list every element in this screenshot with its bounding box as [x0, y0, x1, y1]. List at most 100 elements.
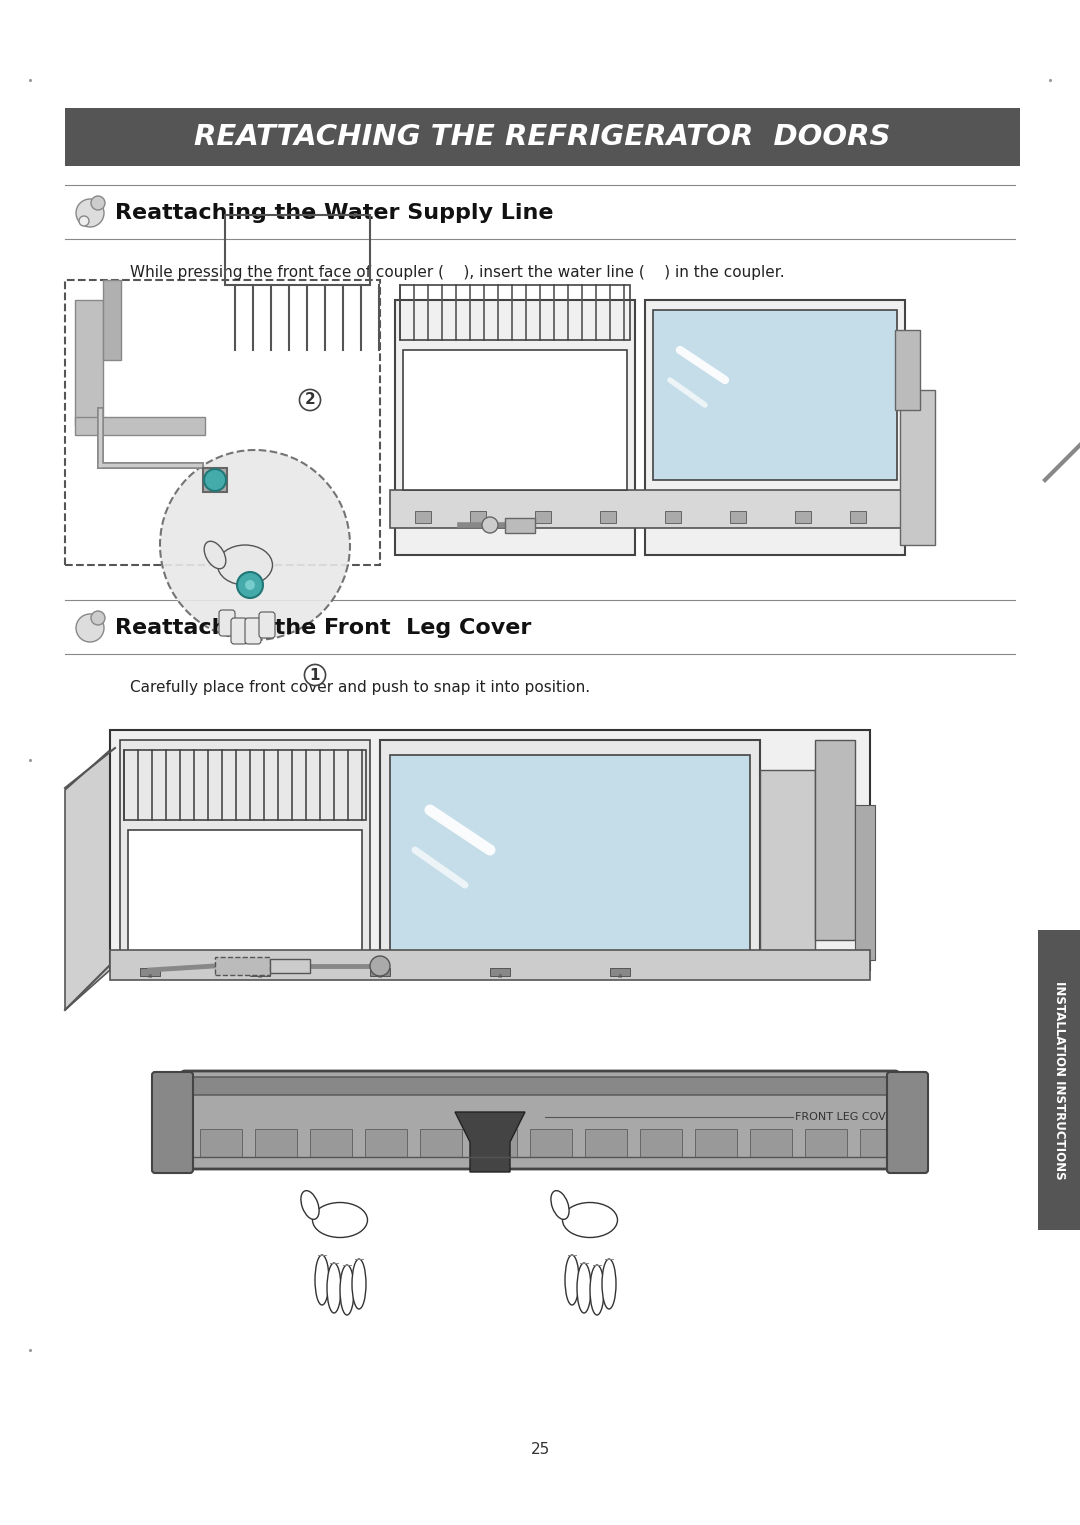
Text: a: a: [378, 973, 382, 979]
Bar: [310, 1128, 352, 1157]
Text: INSTALLATION INSTRUCTIONS: INSTALLATION INSTRUCTIONS: [1053, 981, 1066, 1179]
Bar: [470, 511, 486, 523]
Polygon shape: [455, 1112, 525, 1173]
FancyBboxPatch shape: [181, 1071, 899, 1170]
Text: a: a: [618, 973, 622, 979]
Ellipse shape: [551, 1191, 569, 1220]
Bar: [65, 281, 380, 564]
Text: While pressing the front face of coupler (    ), insert the water line (    ) in: While pressing the front face of coupler…: [130, 265, 785, 281]
Ellipse shape: [312, 1203, 367, 1237]
Bar: [730, 511, 746, 523]
Bar: [610, 968, 630, 976]
Bar: [120, 740, 370, 961]
Text: Carefully place front cover and push to snap it into position.: Carefully place front cover and push to …: [130, 680, 590, 695]
Ellipse shape: [327, 1263, 341, 1313]
Polygon shape: [65, 750, 110, 1010]
Bar: [645, 300, 905, 555]
Text: REATTACHING THE REFRIGERATOR  DOORS: REATTACHING THE REFRIGERATOR DOORS: [194, 124, 891, 151]
FancyBboxPatch shape: [887, 1072, 928, 1173]
Bar: [600, 511, 616, 523]
Text: 25: 25: [530, 1443, 550, 1458]
Circle shape: [160, 450, 350, 640]
Bar: [249, 968, 270, 976]
Bar: [750, 1128, 792, 1157]
Circle shape: [76, 615, 104, 642]
Circle shape: [482, 517, 498, 534]
Bar: [585, 1128, 627, 1157]
Ellipse shape: [217, 544, 272, 586]
Bar: [215, 958, 270, 974]
Bar: [395, 300, 635, 555]
Circle shape: [245, 580, 255, 590]
Bar: [530, 1128, 572, 1157]
Bar: [855, 805, 875, 961]
Bar: [895, 329, 920, 410]
Bar: [415, 511, 431, 523]
Text: 2: 2: [305, 392, 315, 407]
Bar: [475, 1128, 517, 1157]
Circle shape: [204, 470, 226, 491]
Bar: [75, 416, 205, 435]
Bar: [860, 1128, 902, 1157]
Bar: [390, 490, 905, 528]
Bar: [850, 511, 866, 523]
Bar: [370, 968, 390, 976]
Bar: [535, 511, 551, 523]
Text: a: a: [498, 973, 502, 979]
FancyBboxPatch shape: [259, 612, 275, 637]
Ellipse shape: [563, 1203, 618, 1237]
Bar: [270, 959, 310, 973]
Text: Reattaching the Front  Leg Cover: Reattaching the Front Leg Cover: [114, 618, 531, 637]
Bar: [110, 950, 870, 981]
Bar: [1038, 930, 1080, 1231]
Ellipse shape: [340, 1266, 354, 1315]
Bar: [110, 730, 870, 970]
Bar: [65, 108, 1020, 166]
Text: a: a: [258, 973, 262, 979]
FancyBboxPatch shape: [231, 618, 247, 644]
Bar: [490, 968, 510, 976]
Bar: [140, 968, 160, 976]
Bar: [665, 511, 681, 523]
Circle shape: [91, 197, 105, 210]
FancyBboxPatch shape: [245, 618, 261, 644]
Ellipse shape: [577, 1263, 591, 1313]
Ellipse shape: [352, 1260, 366, 1308]
Circle shape: [79, 217, 89, 226]
Bar: [900, 390, 935, 544]
Bar: [805, 1128, 847, 1157]
Text: Reattaching the Water Supply Line: Reattaching the Water Supply Line: [114, 203, 554, 223]
Bar: [129, 830, 362, 970]
Bar: [103, 281, 121, 360]
Bar: [696, 1128, 737, 1157]
Bar: [760, 770, 815, 955]
Text: a: a: [148, 973, 152, 979]
Text: FRONT LEG COVER: FRONT LEG COVER: [795, 1112, 901, 1122]
Circle shape: [91, 612, 105, 625]
Bar: [380, 740, 760, 961]
FancyBboxPatch shape: [186, 1077, 894, 1095]
Ellipse shape: [315, 1255, 329, 1305]
Bar: [225, 215, 370, 285]
Bar: [640, 1128, 681, 1157]
Circle shape: [237, 572, 264, 598]
Ellipse shape: [204, 541, 226, 569]
Bar: [403, 351, 627, 490]
Bar: [505, 518, 535, 534]
Bar: [653, 310, 897, 480]
Bar: [390, 755, 750, 955]
Bar: [75, 300, 103, 425]
Bar: [400, 285, 630, 340]
Bar: [795, 511, 811, 523]
Text: 1: 1: [310, 668, 321, 683]
Ellipse shape: [301, 1191, 319, 1220]
Bar: [815, 740, 855, 939]
Bar: [255, 1128, 297, 1157]
Bar: [203, 468, 227, 493]
Bar: [124, 750, 366, 820]
Bar: [390, 281, 975, 564]
Bar: [200, 1128, 242, 1157]
Bar: [365, 1128, 407, 1157]
Bar: [420, 1128, 462, 1157]
FancyBboxPatch shape: [219, 610, 235, 636]
